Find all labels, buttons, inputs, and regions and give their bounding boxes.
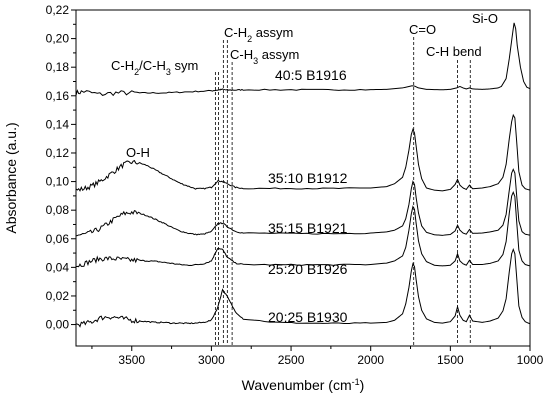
annotation-ch2-ch3-sym: C-H2/C-H3 sym	[111, 58, 198, 77]
y-axis-title: Absorbance (a.u.)	[3, 122, 19, 233]
x-tick-label: 2000	[357, 353, 384, 367]
x-ticks: 3500 3000 2500 2000 1500 1000	[91, 346, 544, 367]
annotation-si-o: Si-O	[472, 11, 498, 26]
y-tick-label: 0,20	[46, 32, 70, 46]
series-label-20-25: 20:25 B1930	[268, 309, 348, 325]
series-label-35-15: 35:15 B1921	[268, 220, 348, 236]
plot-frame	[75, 9, 531, 347]
annotation-lines	[214, 37, 471, 345]
series-label-25-20: 25:20 B1926	[268, 261, 348, 277]
y-tick-label: 0,02	[46, 289, 70, 303]
y-tick-label: 0,14	[46, 117, 70, 131]
plot-area: 3500 3000 2500 2000 1500 1000 0,000,020,040,0…	[46, 3, 544, 367]
x-tick-label: 3000	[198, 353, 225, 367]
y-tick-label: 0,22	[46, 3, 70, 17]
y-ticks: 0,00 0,02 0,04 0,06 0,08 0,10 0,12 0,14 0,16 0,18…	[46, 3, 76, 332]
series-lines	[75, 22, 531, 328]
series-label-40-5: 40:5 B1916	[275, 67, 347, 83]
series-line-0	[75, 22, 531, 97]
annotation-c-o: C=O	[409, 22, 436, 37]
annotation-ch3-assym: C-H3 assym	[230, 47, 299, 66]
series-line-3	[75, 190, 531, 268]
series-label-35-10: 35:10 B1912	[268, 170, 348, 186]
series-line-1	[75, 113, 531, 192]
series-line-2	[75, 168, 531, 237]
x-tick-label: 1000	[517, 353, 544, 367]
annotation-ch2-assym: C-H2 assym	[224, 25, 293, 44]
x-tick-label: 1500	[437, 353, 464, 367]
y-tick-label: 0,10	[46, 175, 70, 189]
x-tick-label: 3500	[118, 353, 145, 367]
annotation-c-h-bend: C-H bend	[426, 44, 482, 59]
band-annotations: O-H C-H2/C-H3 sym C-H2 assym C-H3 assym …	[111, 11, 498, 160]
y-tick-label: 0,06	[46, 232, 70, 246]
x-tick-label: 2500	[278, 353, 305, 367]
y-tick-label: 0,18	[46, 60, 70, 74]
y-tick-label: 0,00	[46, 318, 70, 332]
y-tick-label: 0,16	[46, 89, 70, 103]
annotation-o-h: O-H	[126, 145, 150, 160]
y-tick-label: 0,04	[46, 260, 70, 274]
series-labels: 40:5 B1916 35:10 B1912 35:15 B1921 25:20…	[268, 67, 348, 325]
y-tick-label: 0,12	[46, 146, 70, 160]
x-axis-title: Wavenumber (cm-1)	[242, 377, 365, 393]
series-line-4	[75, 248, 531, 328]
y-tick-label: 0,08	[46, 203, 70, 217]
